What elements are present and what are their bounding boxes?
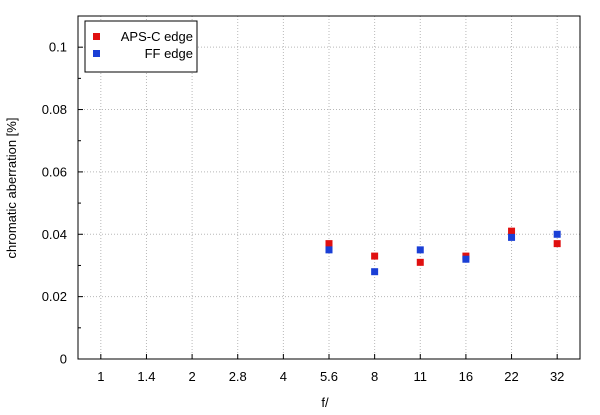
x-tick-label: 2 <box>188 369 195 384</box>
ff-edge-point <box>508 233 516 241</box>
y-tick-label: 0.06 <box>42 164 67 179</box>
x-tick-label: 8 <box>371 369 378 384</box>
x-tick-label: 1.4 <box>137 369 155 384</box>
legend-marker-aps-c <box>93 33 100 40</box>
grid <box>78 16 580 359</box>
x-tick-label: 4 <box>280 369 287 384</box>
legend: APS-C edge FF edge <box>84 20 198 73</box>
data-markers <box>325 227 561 276</box>
y-axis-ticks: 0 0.02 0.04 0.06 0.08 0.1 <box>42 40 83 367</box>
ff-edge-point <box>553 230 561 238</box>
x-tick-label: 5.6 <box>320 369 338 384</box>
x-tick-label: 2.8 <box>229 369 247 384</box>
legend-marker-ff <box>93 50 100 57</box>
legend-label-aps-c: APS-C edge <box>121 29 193 44</box>
legend-box <box>84 20 198 73</box>
y-tick-label: 0.1 <box>49 40 67 55</box>
y-axis-title: chromatic aberration [%] <box>4 118 19 259</box>
x-tick-label: 1 <box>97 369 104 384</box>
x-tick-label: 11 <box>414 369 428 384</box>
aps-c-edge-point <box>371 252 379 260</box>
y-tick-label: 0.02 <box>42 289 67 304</box>
aps-c-edge-point <box>508 227 516 235</box>
x-tick-label: 32 <box>550 369 564 384</box>
ff-edge-point <box>416 246 424 254</box>
ff-edge-point <box>325 246 333 254</box>
ff-edge-point <box>462 255 470 263</box>
ff-edge-point <box>371 268 379 276</box>
x-tick-label: 22 <box>504 369 518 384</box>
aps-c-edge-point <box>553 240 561 248</box>
legend-label-ff: FF edge <box>145 46 193 61</box>
y-tick-label: 0.08 <box>42 102 67 117</box>
aps-c-edge-point <box>416 258 424 266</box>
aps-c-edge-point <box>325 240 333 248</box>
plot-frame <box>77 15 581 360</box>
y-tick-label: 0 <box>60 352 67 367</box>
x-tick-label: 16 <box>459 369 473 384</box>
y-tick-label: 0.04 <box>42 227 67 242</box>
x-axis-ticks: 1 1.4 2 2.8 4 5.6 8 11 16 22 32 <box>97 354 564 384</box>
x-axis-title: f/ <box>321 395 329 410</box>
